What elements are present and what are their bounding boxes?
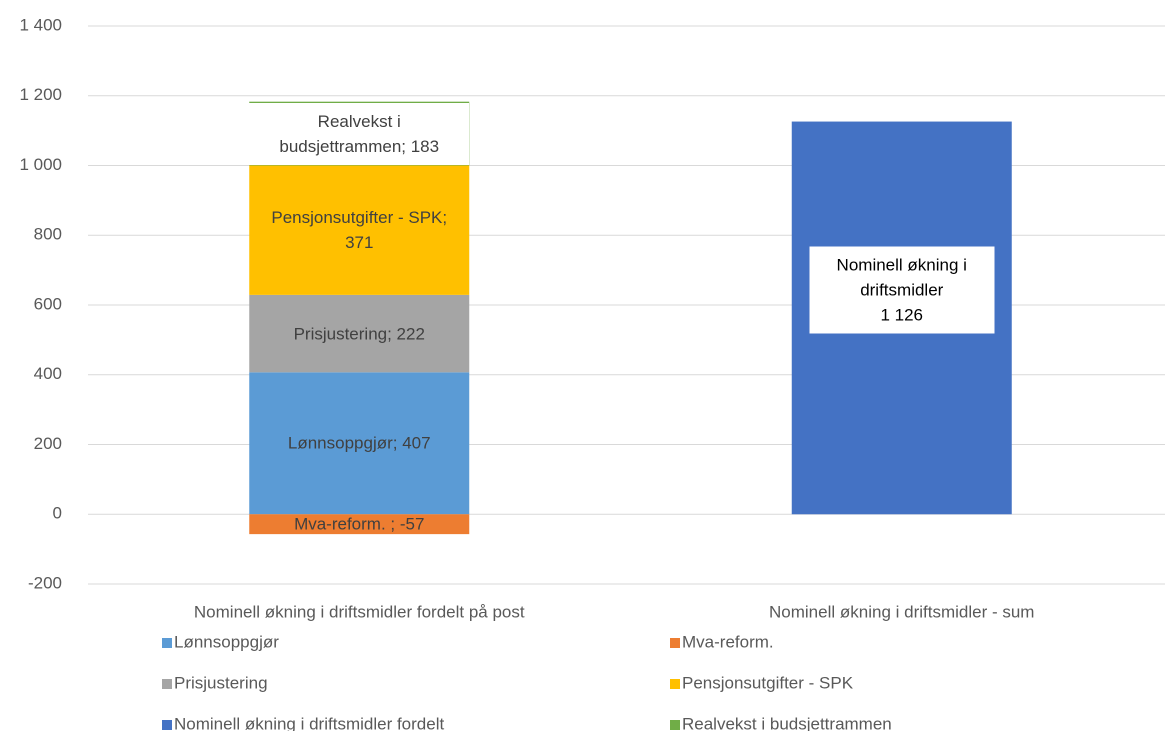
data-label: Realvekst i budsjettrammen; 183	[249, 102, 470, 165]
y-tick-label: 200	[34, 434, 62, 453]
y-tick-label: 800	[34, 225, 62, 244]
data-label: Prisjustering; 222	[293, 324, 425, 344]
y-tick-label: 0	[53, 504, 62, 523]
bar-segment	[249, 372, 470, 515]
legend-swatch	[162, 720, 172, 730]
y-tick-label: -200	[28, 573, 62, 592]
y-tick-label: 1 200	[19, 85, 62, 104]
legend-swatch	[670, 679, 680, 689]
y-tick-label: 400	[34, 364, 62, 383]
legend-label: Mva-reform.	[682, 632, 774, 651]
bar-segment	[249, 165, 470, 295]
legend-swatch	[670, 720, 680, 730]
y-tick-label: 1 400	[19, 15, 62, 34]
x-tick-label: Nominell økning i driftsmidler - sum	[769, 602, 1034, 621]
bar-segment	[249, 514, 470, 535]
legend-label: Nominell økning i driftsmidler fordelt	[174, 714, 444, 731]
x-tick-label: Nominell økning i driftsmidler fordelt p…	[194, 602, 525, 621]
legend-swatch	[162, 638, 172, 648]
legend-swatch	[670, 638, 680, 648]
legend-label: Pensjonsutgifter - SPK	[682, 673, 854, 692]
data-label: Nominell økning i driftsmidler 1 126	[809, 246, 995, 334]
data-label: Mva-reform. ; -57	[294, 514, 425, 534]
legend-label: Lønnsoppgjør	[174, 632, 279, 651]
data-label: Lønnsoppgjør; 407	[287, 433, 431, 453]
legend-label: Prisjustering	[174, 673, 268, 692]
data-label: Pensjonsutgifter - SPK; 371	[271, 208, 448, 253]
legend-swatch	[162, 679, 172, 689]
bar-segment	[249, 294, 470, 373]
legend-label: Realvekst i budsjettrammen	[682, 714, 892, 731]
y-tick-label: 600	[34, 294, 62, 313]
y-tick-label: 1 000	[19, 155, 62, 174]
